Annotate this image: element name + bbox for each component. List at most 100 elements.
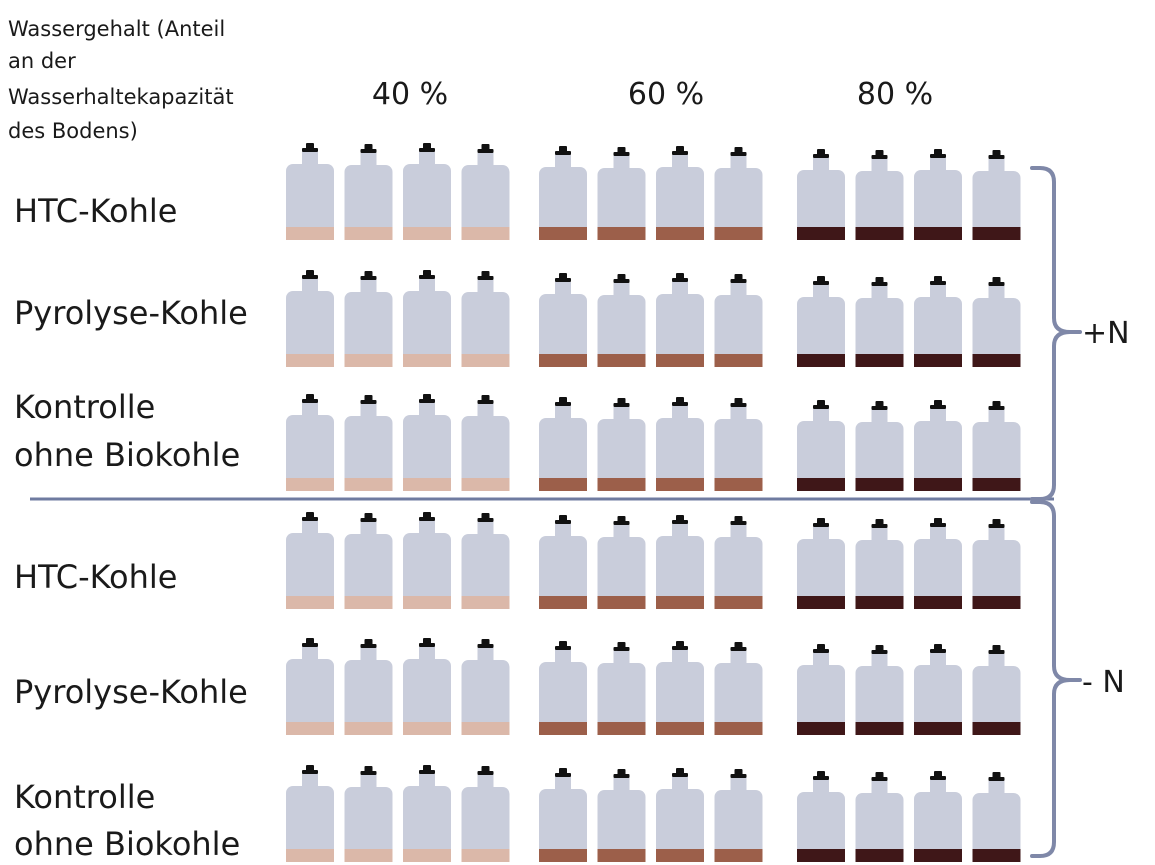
bottle xyxy=(656,397,704,491)
soil-layer xyxy=(656,354,704,367)
bottle-cap xyxy=(477,518,494,522)
bottle-cap xyxy=(360,771,377,775)
bottle-cap xyxy=(419,770,435,774)
bottle-body xyxy=(656,789,704,862)
bottle-body xyxy=(714,168,763,240)
bottle xyxy=(855,519,904,609)
bottle-cap-top xyxy=(481,766,490,772)
bottle xyxy=(286,765,334,862)
soil-layer xyxy=(714,849,763,862)
bottle-cap xyxy=(930,649,946,653)
bottle-neck xyxy=(360,522,377,536)
bottle-body xyxy=(597,295,646,367)
bottle xyxy=(286,143,334,240)
bottle-cap-top xyxy=(617,398,626,404)
bottle xyxy=(344,766,393,862)
bottle-cap-top xyxy=(992,150,1001,156)
bottle-cap xyxy=(672,151,688,155)
bottle-cap-top xyxy=(934,149,942,155)
bottle-cap-top xyxy=(992,772,1001,778)
soil-layer xyxy=(539,354,587,367)
bottle-cap xyxy=(360,276,377,280)
bottle-cap-top xyxy=(306,638,314,644)
bottle-neck xyxy=(302,774,318,788)
bottle-neck xyxy=(477,280,494,294)
bottle-cap-top xyxy=(617,274,626,280)
bottle-body xyxy=(797,421,845,491)
bottle xyxy=(344,144,393,240)
bottle xyxy=(403,394,451,491)
bottle-neck xyxy=(813,780,829,794)
soil-layer xyxy=(797,354,845,367)
bottle-body xyxy=(797,297,845,367)
bottle-cap-top xyxy=(617,769,626,775)
header-line-1: Wassergehalt (Anteil xyxy=(8,17,225,41)
soil-layer xyxy=(403,722,451,735)
bottle-cap xyxy=(672,520,688,524)
header-line-2: an der xyxy=(8,49,76,73)
bottle-body xyxy=(714,663,763,735)
bottle-cap xyxy=(871,524,888,528)
bottle-cap xyxy=(813,523,829,527)
soil-layer xyxy=(461,227,510,240)
bottle-body xyxy=(972,422,1021,491)
bottle xyxy=(914,276,962,367)
bottle-neck xyxy=(419,279,435,293)
bottle-cap xyxy=(555,646,571,650)
soil-layer xyxy=(461,596,510,609)
soil-layer xyxy=(855,478,904,491)
bottle xyxy=(286,394,334,491)
bottle-cap xyxy=(613,279,630,283)
bottle-body xyxy=(855,298,904,367)
bottle-neck xyxy=(555,155,571,169)
soil-layer xyxy=(597,849,646,862)
bottle xyxy=(597,274,646,367)
bottle-neck xyxy=(555,524,571,538)
bottle-body xyxy=(656,294,704,367)
bottle xyxy=(914,400,962,491)
bottle xyxy=(539,641,587,735)
bottle-cap-top xyxy=(734,274,743,280)
bottle-body xyxy=(539,167,587,240)
bottle-body xyxy=(344,416,393,491)
bottle-cap-top xyxy=(817,644,825,650)
bottle-body xyxy=(855,666,904,735)
bottle-body xyxy=(403,164,451,240)
soil-layer xyxy=(286,354,334,367)
bottle-cap xyxy=(730,647,747,651)
bottle-cap-top xyxy=(934,771,942,777)
bottle-neck xyxy=(360,775,377,789)
bottle-cap-top xyxy=(364,513,373,519)
bottle-cap xyxy=(730,152,747,156)
bottle xyxy=(286,512,334,609)
bottle-cap xyxy=(930,405,946,409)
bottle-neck xyxy=(477,404,494,418)
bottle-cap-top xyxy=(364,639,373,645)
bottle-body xyxy=(714,295,763,367)
bottle-body xyxy=(656,536,704,609)
bottle-cap xyxy=(730,774,747,778)
soil-layer xyxy=(597,722,646,735)
bottle-cap xyxy=(613,403,630,407)
bottle-cap xyxy=(613,521,630,525)
bottle-cap-top xyxy=(676,146,684,152)
bottle-body xyxy=(597,168,646,240)
soil-layer xyxy=(855,849,904,862)
bottle-cap-top xyxy=(934,518,942,524)
bottle xyxy=(461,144,510,240)
soil-layer xyxy=(461,722,510,735)
bottle-cap xyxy=(813,405,829,409)
bottle-cap-top xyxy=(992,645,1001,651)
bottle-neck xyxy=(613,407,630,421)
bottle xyxy=(797,518,845,609)
soil-layer xyxy=(597,354,646,367)
bottle-neck xyxy=(871,159,888,173)
bottle-body xyxy=(855,540,904,609)
soil-layer xyxy=(914,849,962,862)
bottle-body xyxy=(797,539,845,609)
bottle-cap xyxy=(871,282,888,286)
bottle-cap-top xyxy=(875,772,884,778)
soil-layer xyxy=(656,478,704,491)
bottle-cap-top xyxy=(423,765,431,771)
row-label-plus-pyrolyse: Pyrolyse-Kohle xyxy=(14,294,248,332)
